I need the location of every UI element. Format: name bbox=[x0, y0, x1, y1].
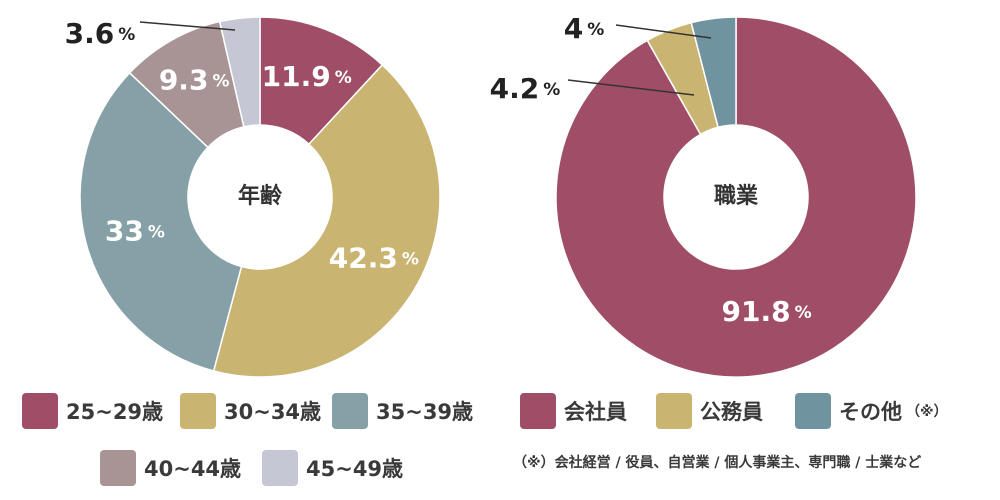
legend-label: 35~39歳 bbox=[376, 400, 474, 424]
pie-slice bbox=[555, 16, 917, 378]
legend-swatch bbox=[180, 393, 216, 429]
legend-note: （※） bbox=[906, 404, 948, 420]
pie-slice bbox=[690, 16, 737, 129]
legend-label: 会社員 bbox=[564, 400, 627, 424]
data-label: 33% bbox=[105, 214, 165, 247]
data-label: 11.9% bbox=[262, 60, 352, 93]
data-label: 4% bbox=[564, 12, 605, 45]
pie-slice bbox=[79, 71, 243, 372]
legend-swatch bbox=[262, 450, 298, 486]
legend-swatch bbox=[795, 393, 831, 429]
data-label: 4.2% bbox=[490, 72, 561, 105]
legend-swatch bbox=[332, 393, 368, 429]
legend-item-employee: 会社員 bbox=[520, 393, 627, 429]
legend-item-public-servant: 公務員 bbox=[656, 393, 763, 429]
pie-slice bbox=[218, 16, 261, 128]
legend-label: 25~29歳 bbox=[66, 400, 164, 424]
legend-item-other: その他 （※） bbox=[795, 393, 948, 429]
pie-slice bbox=[259, 16, 384, 146]
legend-swatch bbox=[656, 393, 692, 429]
legend-swatch bbox=[100, 450, 136, 486]
chart-title: 職業 bbox=[714, 183, 759, 209]
legend-label: 30~34歳 bbox=[224, 400, 322, 424]
data-label: 91.8% bbox=[722, 295, 812, 328]
legend-label: その他 bbox=[839, 400, 902, 424]
chart-title: 年齢 bbox=[238, 183, 283, 209]
data-label: 3.6% bbox=[65, 17, 136, 50]
leader-line bbox=[567, 79, 695, 96]
legend-swatch bbox=[22, 393, 58, 429]
legend-label: 45~49歳 bbox=[306, 457, 404, 481]
legend-label: 公務員 bbox=[700, 400, 763, 424]
legend-item-25-29: 25~29歳 bbox=[22, 393, 163, 429]
legend-item-30-34: 30~34歳 bbox=[180, 393, 321, 429]
data-label: 9.3% bbox=[159, 63, 230, 96]
footnote: （※）会社経営 / 役員、自営業 / 個人事業主、専門職 / 士業など bbox=[513, 455, 922, 471]
legend-label: 40~44歳 bbox=[144, 457, 242, 481]
legend-item-35-39: 35~39歳 bbox=[332, 393, 473, 429]
legend-item-40-44: 40~44歳 bbox=[100, 450, 241, 486]
legend-item-45-49: 45~49歳 bbox=[262, 450, 403, 486]
legend-swatch bbox=[520, 393, 556, 429]
leader-line bbox=[615, 24, 712, 39]
pie-slice bbox=[212, 63, 441, 378]
leader-line bbox=[139, 21, 236, 31]
data-label: 42.3% bbox=[329, 242, 419, 275]
